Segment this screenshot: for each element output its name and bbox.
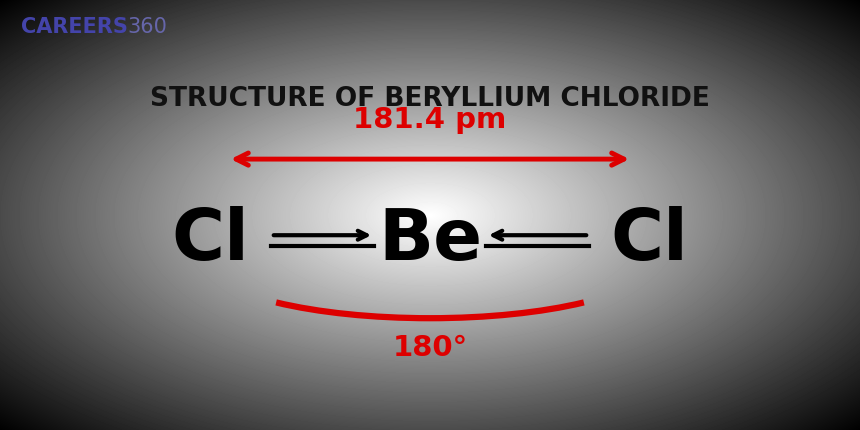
Text: STRUCTURE OF BERYLLIUM CHLORIDE: STRUCTURE OF BERYLLIUM CHLORIDE [150,86,710,112]
Text: Be: Be [378,206,482,275]
Text: 360: 360 [127,17,167,37]
Text: 181.4 pm: 181.4 pm [353,106,507,135]
Text: CAREERS: CAREERS [22,17,128,37]
Text: Cl: Cl [611,206,688,275]
Text: Cl: Cl [172,206,249,275]
Text: 180°: 180° [392,334,468,362]
